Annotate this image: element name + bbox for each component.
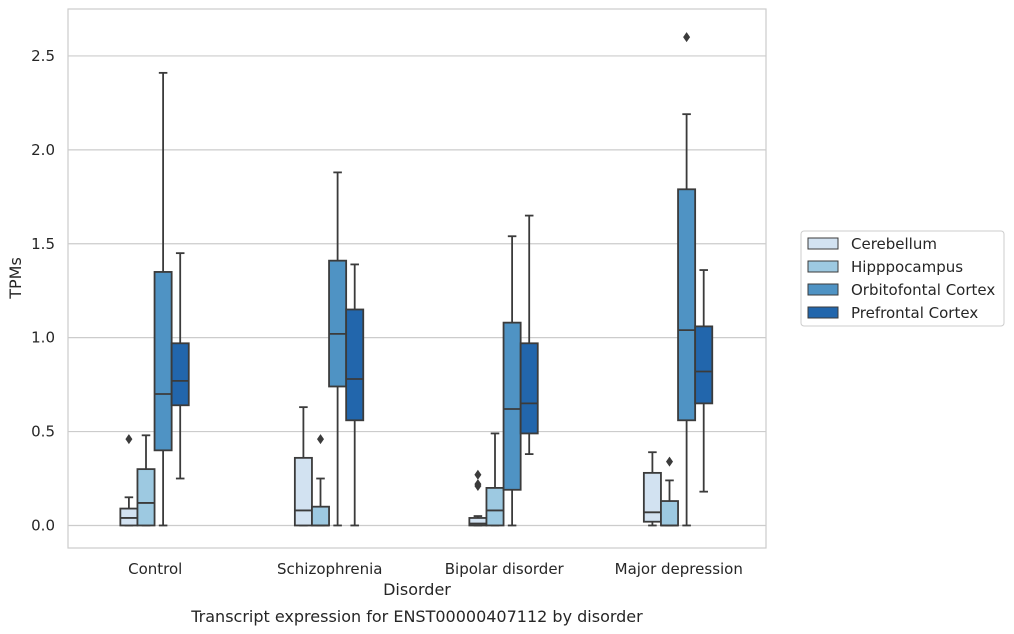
box-3-3 [694, 269, 714, 493]
y-tick-label: 1.5 [31, 235, 55, 253]
box-iqr [485, 487, 505, 527]
box-2-0 [468, 469, 488, 527]
box-0-3 [170, 252, 190, 480]
box-iqr [170, 342, 190, 407]
legend-frame [800, 230, 1005, 327]
box-iqr [293, 456, 313, 527]
box-3-0 [642, 451, 662, 527]
box-2-3 [519, 214, 539, 455]
box-1-2 [328, 171, 348, 527]
box-1-3 [345, 263, 365, 527]
legend-swatch [807, 237, 839, 250]
boxes [119, 32, 714, 527]
box-iqr [677, 188, 697, 422]
legend: Cerebellum Hipppocampus Orbitofontal Corte… [800, 230, 1005, 327]
x-tick-label: Major depression [615, 560, 743, 578]
x-tick-label: Control [128, 560, 182, 578]
y-tick-label: 0.0 [31, 516, 55, 534]
legend-label: Hipppocampus [851, 258, 963, 276]
box-iqr [694, 325, 714, 405]
box-2-1 [485, 432, 505, 527]
box-iqr [311, 505, 330, 527]
outlier-point [474, 479, 482, 490]
box-iqr [642, 471, 662, 523]
box-3-1 [660, 456, 679, 527]
box-iqr [119, 507, 139, 527]
outlier-point [683, 32, 691, 43]
box-iqr [519, 342, 539, 435]
box-0-1 [136, 434, 156, 527]
y-axis-label: TPMs [6, 257, 25, 300]
box-iqr [136, 468, 156, 527]
legend-label: Orbitofontal Cortex [851, 281, 995, 299]
box-iqr [660, 500, 679, 527]
legend-swatch [807, 283, 839, 296]
x-tick-labels: Control Schizophrenia Bipolar disorder Majo… [128, 560, 743, 578]
box-3-2 [677, 32, 697, 527]
box-iqr [153, 271, 173, 452]
outlier-point [125, 434, 133, 445]
legend-swatch [807, 306, 839, 319]
y-tick-label: 2.0 [31, 141, 55, 159]
box-1-0 [293, 406, 313, 527]
legend-label: Prefrontal Cortex [851, 304, 978, 322]
outlier-point [317, 434, 325, 445]
box-iqr [502, 321, 522, 491]
box-iqr [328, 259, 348, 388]
outlier-point [474, 469, 482, 480]
x-axis-label: Disorder [383, 580, 451, 599]
y-tick-label: 0.5 [31, 423, 55, 441]
plot-area [67, 8, 767, 549]
x-tick-label: Schizophrenia [277, 560, 382, 578]
outlier-point [666, 456, 674, 467]
y-tick-label: 1.0 [31, 329, 55, 347]
figure-caption: Transcript expression for ENST0000040711… [190, 607, 643, 626]
y-tick-labels: 0.0 0.5 1.0 1.5 2.0 2.5 [31, 47, 55, 535]
box-iqr [345, 308, 365, 422]
box-1-1 [311, 434, 330, 527]
legend-swatch [807, 260, 839, 273]
box-2-2 [502, 235, 522, 527]
y-tick-label: 2.5 [31, 47, 55, 65]
x-tick-label: Bipolar disorder [445, 560, 565, 578]
legend-label: Cerebellum [851, 235, 937, 253]
